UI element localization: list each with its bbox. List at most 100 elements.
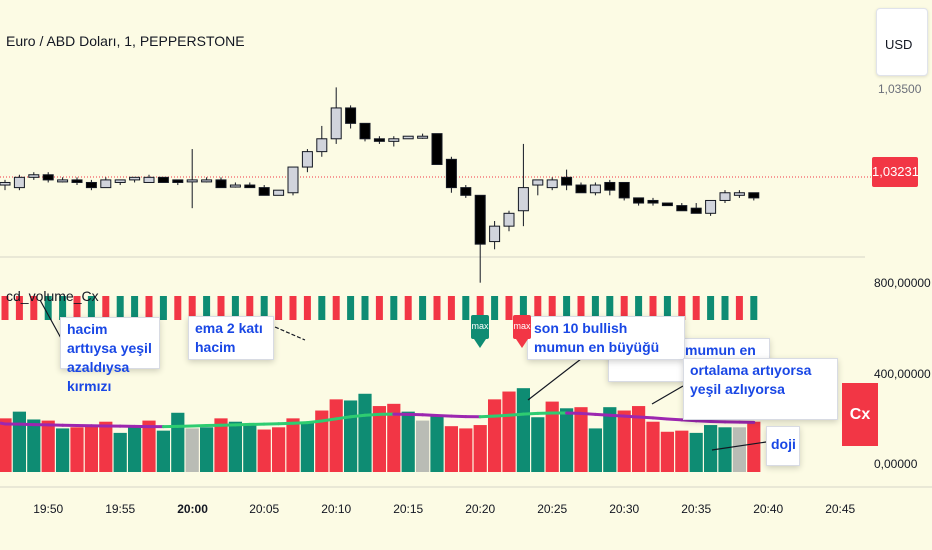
volume-bar [545,401,559,472]
candle [85,179,97,191]
candle [359,122,371,142]
candle-body [633,197,645,204]
volume-bar [531,417,545,472]
volume-change-markers [1,296,758,320]
ma-segment [0,421,6,426]
volume-bar [84,425,98,472]
change-marker [678,296,686,320]
ma-segment [334,415,353,421]
volume-bar [272,427,286,472]
candle [561,169,573,191]
indicator-title[interactable]: cd_volume_Cx [6,288,99,304]
change-marker [102,296,110,320]
currency-button[interactable]: USD [876,8,928,76]
change-marker [735,296,743,320]
volume-axis-label-400: 400,00000 [874,367,931,381]
candle [244,182,256,189]
candle-body [748,192,760,199]
candle-body [85,181,97,189]
candle [301,149,313,173]
candle-body [316,138,328,153]
candle-body [402,135,414,140]
change-marker [275,296,283,320]
candle-body [345,107,357,124]
candle-body [201,179,213,183]
ma-segment [435,413,453,418]
change-marker [462,296,470,320]
cx-badge[interactable]: Cx [842,383,878,446]
note-bullish: son 10 bullish mumun en büyüğü [527,316,685,360]
candle [633,197,645,206]
change-marker [404,296,412,320]
candle-body [215,179,227,189]
candle [676,203,688,212]
time-axis-label: 20:30 [609,502,640,516]
candle [604,179,616,196]
candle [690,203,702,214]
candle [143,174,155,183]
change-marker [246,296,254,320]
change-marker [635,296,643,320]
candle [532,179,544,196]
volume-bar [99,421,113,472]
volume-bars [0,388,761,472]
symbol-title[interactable]: Euro / ABD Doları, 1, PEPPERSTONE [6,33,245,49]
candle [114,179,126,186]
volume-bar [0,418,12,472]
candle [258,185,270,196]
change-marker [15,296,23,320]
volume-bar [646,421,660,472]
candle-body [546,179,558,189]
time-axis-label: 20:25 [537,502,568,516]
arrow-green-red [39,299,63,341]
volume-bar [315,410,329,472]
candle [13,174,25,191]
change-marker [289,296,297,320]
volume-bar [185,428,199,472]
candle [460,185,472,198]
last-price-tag: 1,03231 [872,157,919,187]
candle [373,136,385,144]
candle-body [618,181,630,199]
volume-bar [718,427,732,472]
volume-bar [329,399,343,472]
volume-bar [228,421,242,472]
candle-body [258,187,270,196]
volume-bar [574,407,588,472]
volume-bar [416,420,430,472]
change-marker [563,296,571,320]
ma-segment [694,419,713,423]
volume-bar [488,399,502,472]
candle [647,197,659,206]
change-marker [260,296,268,320]
volume-bar [171,412,185,472]
ma-segment [637,415,655,420]
candle [229,182,241,188]
candle-body [57,179,69,183]
volume-bar [473,425,487,472]
change-marker [231,296,239,320]
volume-bar [286,418,300,472]
candle-body [431,133,443,165]
time-axis-label: 20:45 [825,502,856,516]
candle-body [172,179,184,183]
volume-bar [128,425,142,472]
change-marker [663,296,671,320]
volume-bar [502,391,516,472]
volume-bar [41,420,55,472]
volume-bar [214,418,228,472]
candle-body [474,194,486,245]
change-marker [145,296,153,320]
change-marker [476,296,484,320]
volume-bar [603,407,617,472]
change-marker [30,296,38,320]
candle-body [42,174,54,181]
price-candles [0,87,760,283]
candle-body [229,184,241,188]
change-marker [491,296,499,320]
candle-body [157,176,169,183]
candle [733,190,745,198]
arrow-ema [274,326,306,341]
price-axis-label: 1,03500 [878,82,922,96]
ma-segment [291,421,309,425]
